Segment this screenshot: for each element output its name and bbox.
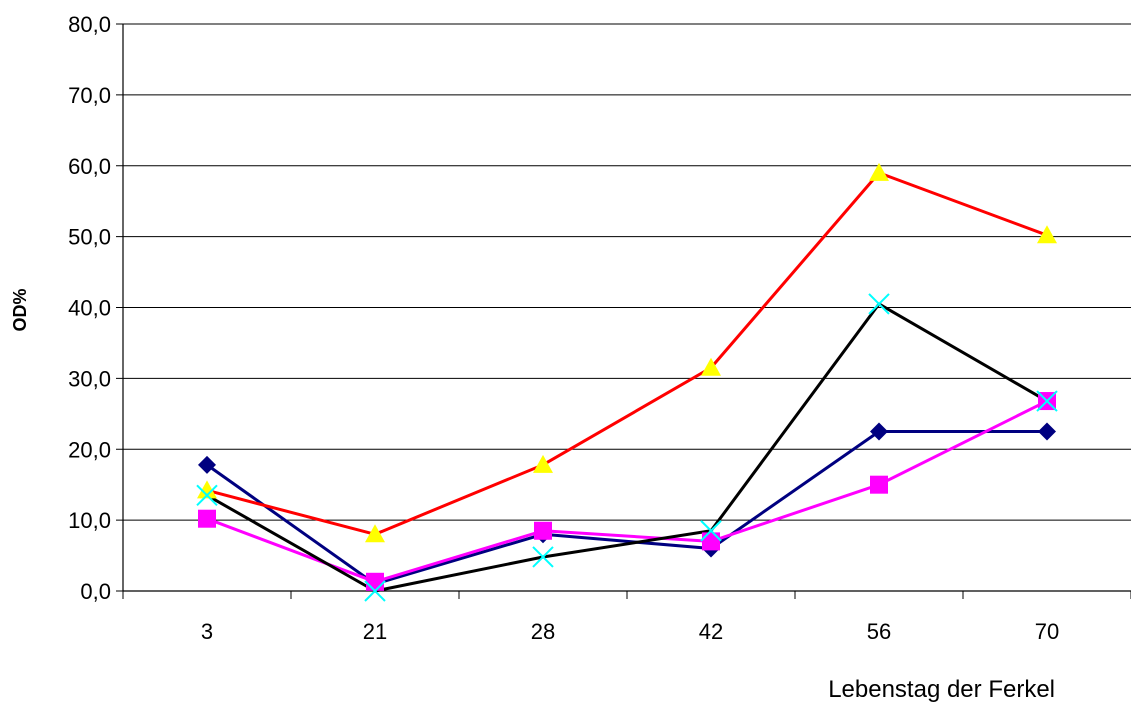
x-tick-label: 56 — [867, 619, 891, 644]
series-line — [206, 430, 1047, 586]
data-point-x — [1036, 390, 1058, 412]
x-marker-stroke — [700, 520, 722, 542]
x-tick-label: 3 — [201, 619, 213, 644]
x-marker-stroke — [532, 546, 554, 568]
x-tick-label: 42 — [699, 619, 723, 644]
y-axis-title: OD% — [10, 288, 30, 331]
y-tick-label: 80,0 — [68, 12, 111, 37]
data-point-square — [198, 509, 216, 528]
y-tick-label: 50,0 — [68, 225, 111, 250]
x-axis-title: Lebenstag der Ferkel — [828, 676, 1055, 703]
data-point-square — [870, 475, 888, 494]
x-tick-label: 70 — [1035, 619, 1059, 644]
x-tick-label: 28 — [531, 619, 555, 644]
y-tick-label: 0,0 — [80, 579, 111, 604]
series-line — [206, 399, 1048, 584]
y-tick-label: 70,0 — [68, 83, 111, 108]
data-point-triangle — [701, 357, 721, 376]
y-tick-labels: 0,0 10,0 20,0 30,0 40,0 50,0 60,0 70,0 80,0 — [68, 12, 111, 604]
data-point-triangle — [533, 454, 553, 473]
axes — [116, 23, 1131, 599]
y-tick-label: 60,0 — [68, 154, 111, 179]
data-point-x — [364, 580, 386, 602]
data-point-triangle — [197, 480, 217, 499]
y-tick-label: 10,0 — [68, 508, 111, 533]
x-marker-stroke — [868, 293, 890, 315]
data-point-x — [700, 520, 722, 542]
data-point-diamond — [1038, 422, 1056, 441]
data-point-x — [868, 293, 890, 315]
x-marker-stroke — [1036, 390, 1058, 412]
data-point-square — [366, 572, 384, 591]
data-point-triangle — [869, 162, 889, 181]
series-line — [206, 302, 1048, 593]
series-group — [196, 162, 1058, 602]
data-point-diamond — [870, 422, 888, 441]
data-point-diamond — [198, 455, 216, 474]
x-marker-stroke — [196, 484, 218, 507]
data-point-x — [196, 484, 218, 507]
data-point-x — [532, 546, 554, 568]
y-tick-label: 20,0 — [68, 437, 111, 462]
y-tick-label: 30,0 — [68, 366, 111, 391]
x-tick-labels: 3 21 28 42 56 70 — [201, 619, 1059, 644]
y-tick-label: 40,0 — [68, 296, 111, 321]
series-line — [206, 171, 1048, 536]
data-point-triangle — [365, 524, 385, 543]
data-point-triangle — [1037, 225, 1057, 244]
x-marker-stroke — [364, 580, 386, 602]
data-point-square — [534, 521, 552, 540]
x-tick-label: 21 — [363, 619, 387, 644]
gridlines — [123, 23, 1131, 521]
data-point-square — [702, 532, 720, 551]
